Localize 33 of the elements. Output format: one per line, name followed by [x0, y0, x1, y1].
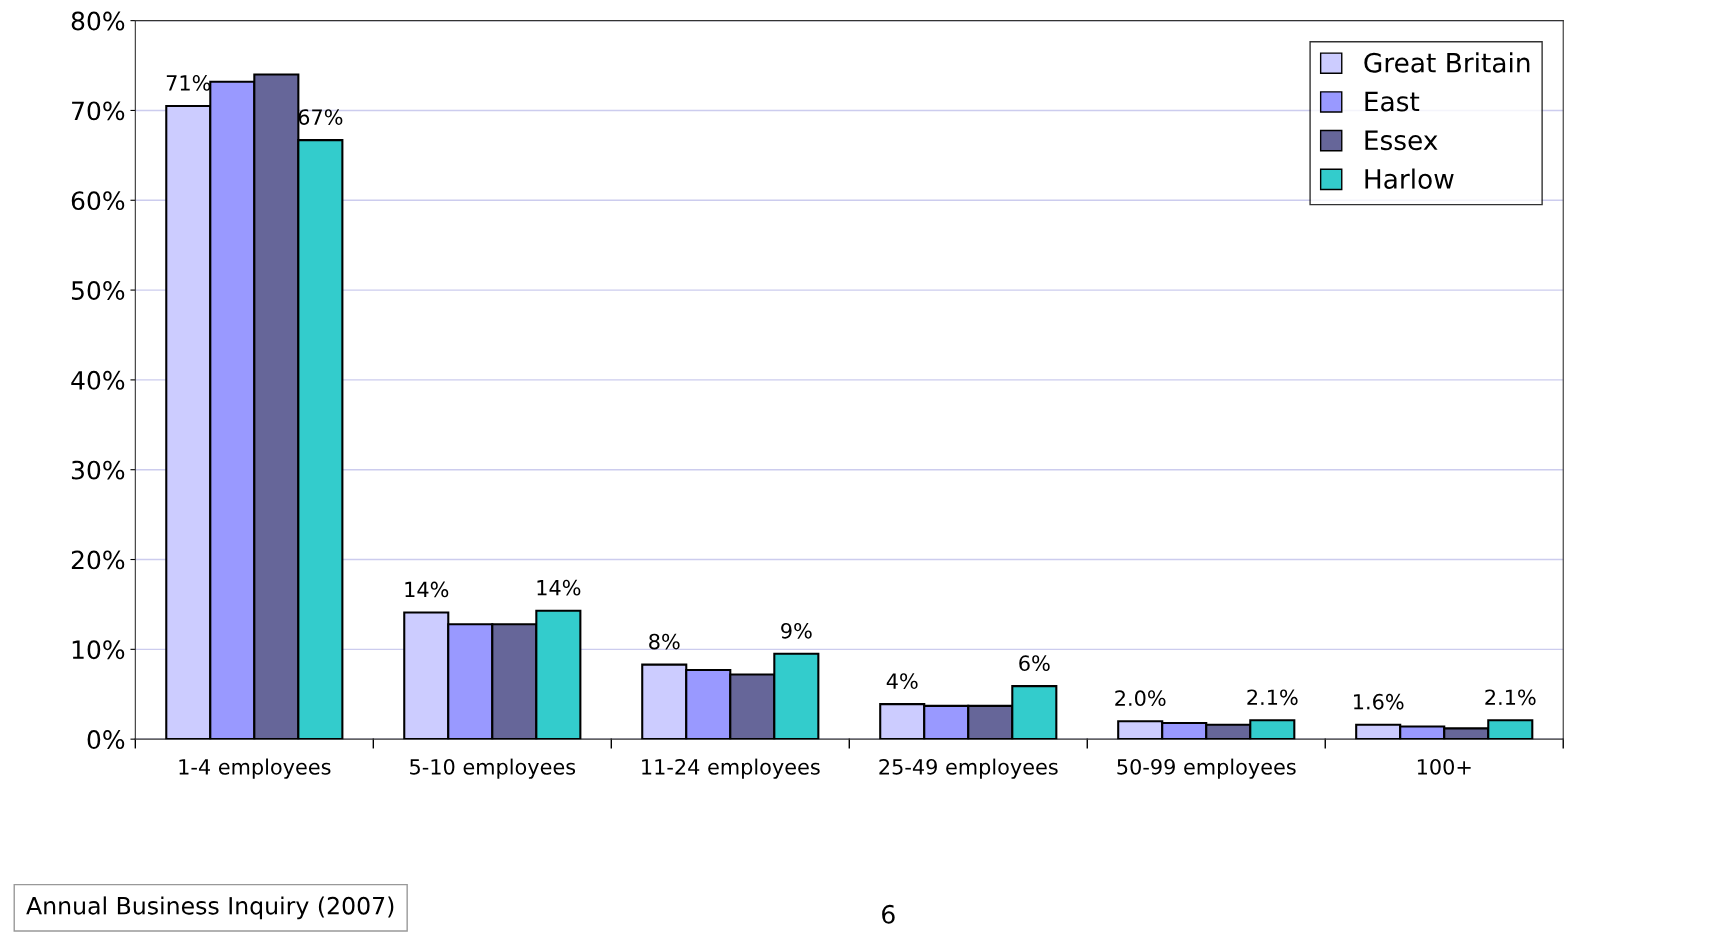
data-label: 2.1% [1247, 689, 1298, 706]
x-tick-label: 11-24 employees [642, 758, 820, 779]
y-tick-label: 60% [71, 191, 125, 211]
data-label: 2.1% [1485, 689, 1536, 706]
y-tick-label: 70% [72, 101, 125, 121]
x-tick-label: 50-99 employees [1117, 758, 1296, 779]
x-tick-label: 5-10 employees [410, 758, 576, 779]
y-tick-label: 10% [72, 640, 125, 660]
y-tick-label: 30% [71, 460, 125, 480]
data-label: 1.6% [1354, 693, 1404, 710]
data-label: 4% [886, 673, 918, 689]
legend-label: East [1365, 91, 1420, 112]
x-tick-label: 1-4 employees [179, 758, 331, 779]
data-label: 14% [405, 581, 449, 598]
y-tick-label: 20% [71, 550, 125, 570]
text: 6 [882, 904, 895, 924]
data-label: 14% [537, 579, 581, 596]
data-label: 9% [781, 622, 812, 639]
y-tick-label: 80% [71, 11, 125, 31]
data-label: 67% [298, 109, 343, 125]
text: Annual Business Inquiry (2007) [26, 896, 394, 920]
data-label: 2.0% [1115, 690, 1166, 707]
legend-label: Essex [1365, 130, 1438, 151]
x-tick-label: 25-49 employees [879, 758, 1058, 779]
y-tick-label: 40% [71, 370, 125, 390]
x-tick-label: 100+ [1417, 758, 1471, 775]
data-label: 6% [1019, 655, 1050, 672]
legend-label: Great Britain [1364, 52, 1530, 73]
data-label: 8% [649, 633, 680, 650]
legend-label: Harlow [1365, 168, 1454, 189]
y-tick-label: 0% [87, 730, 125, 749]
y-tick-label: 50% [71, 281, 125, 300]
data-label: 71% [166, 75, 211, 91]
